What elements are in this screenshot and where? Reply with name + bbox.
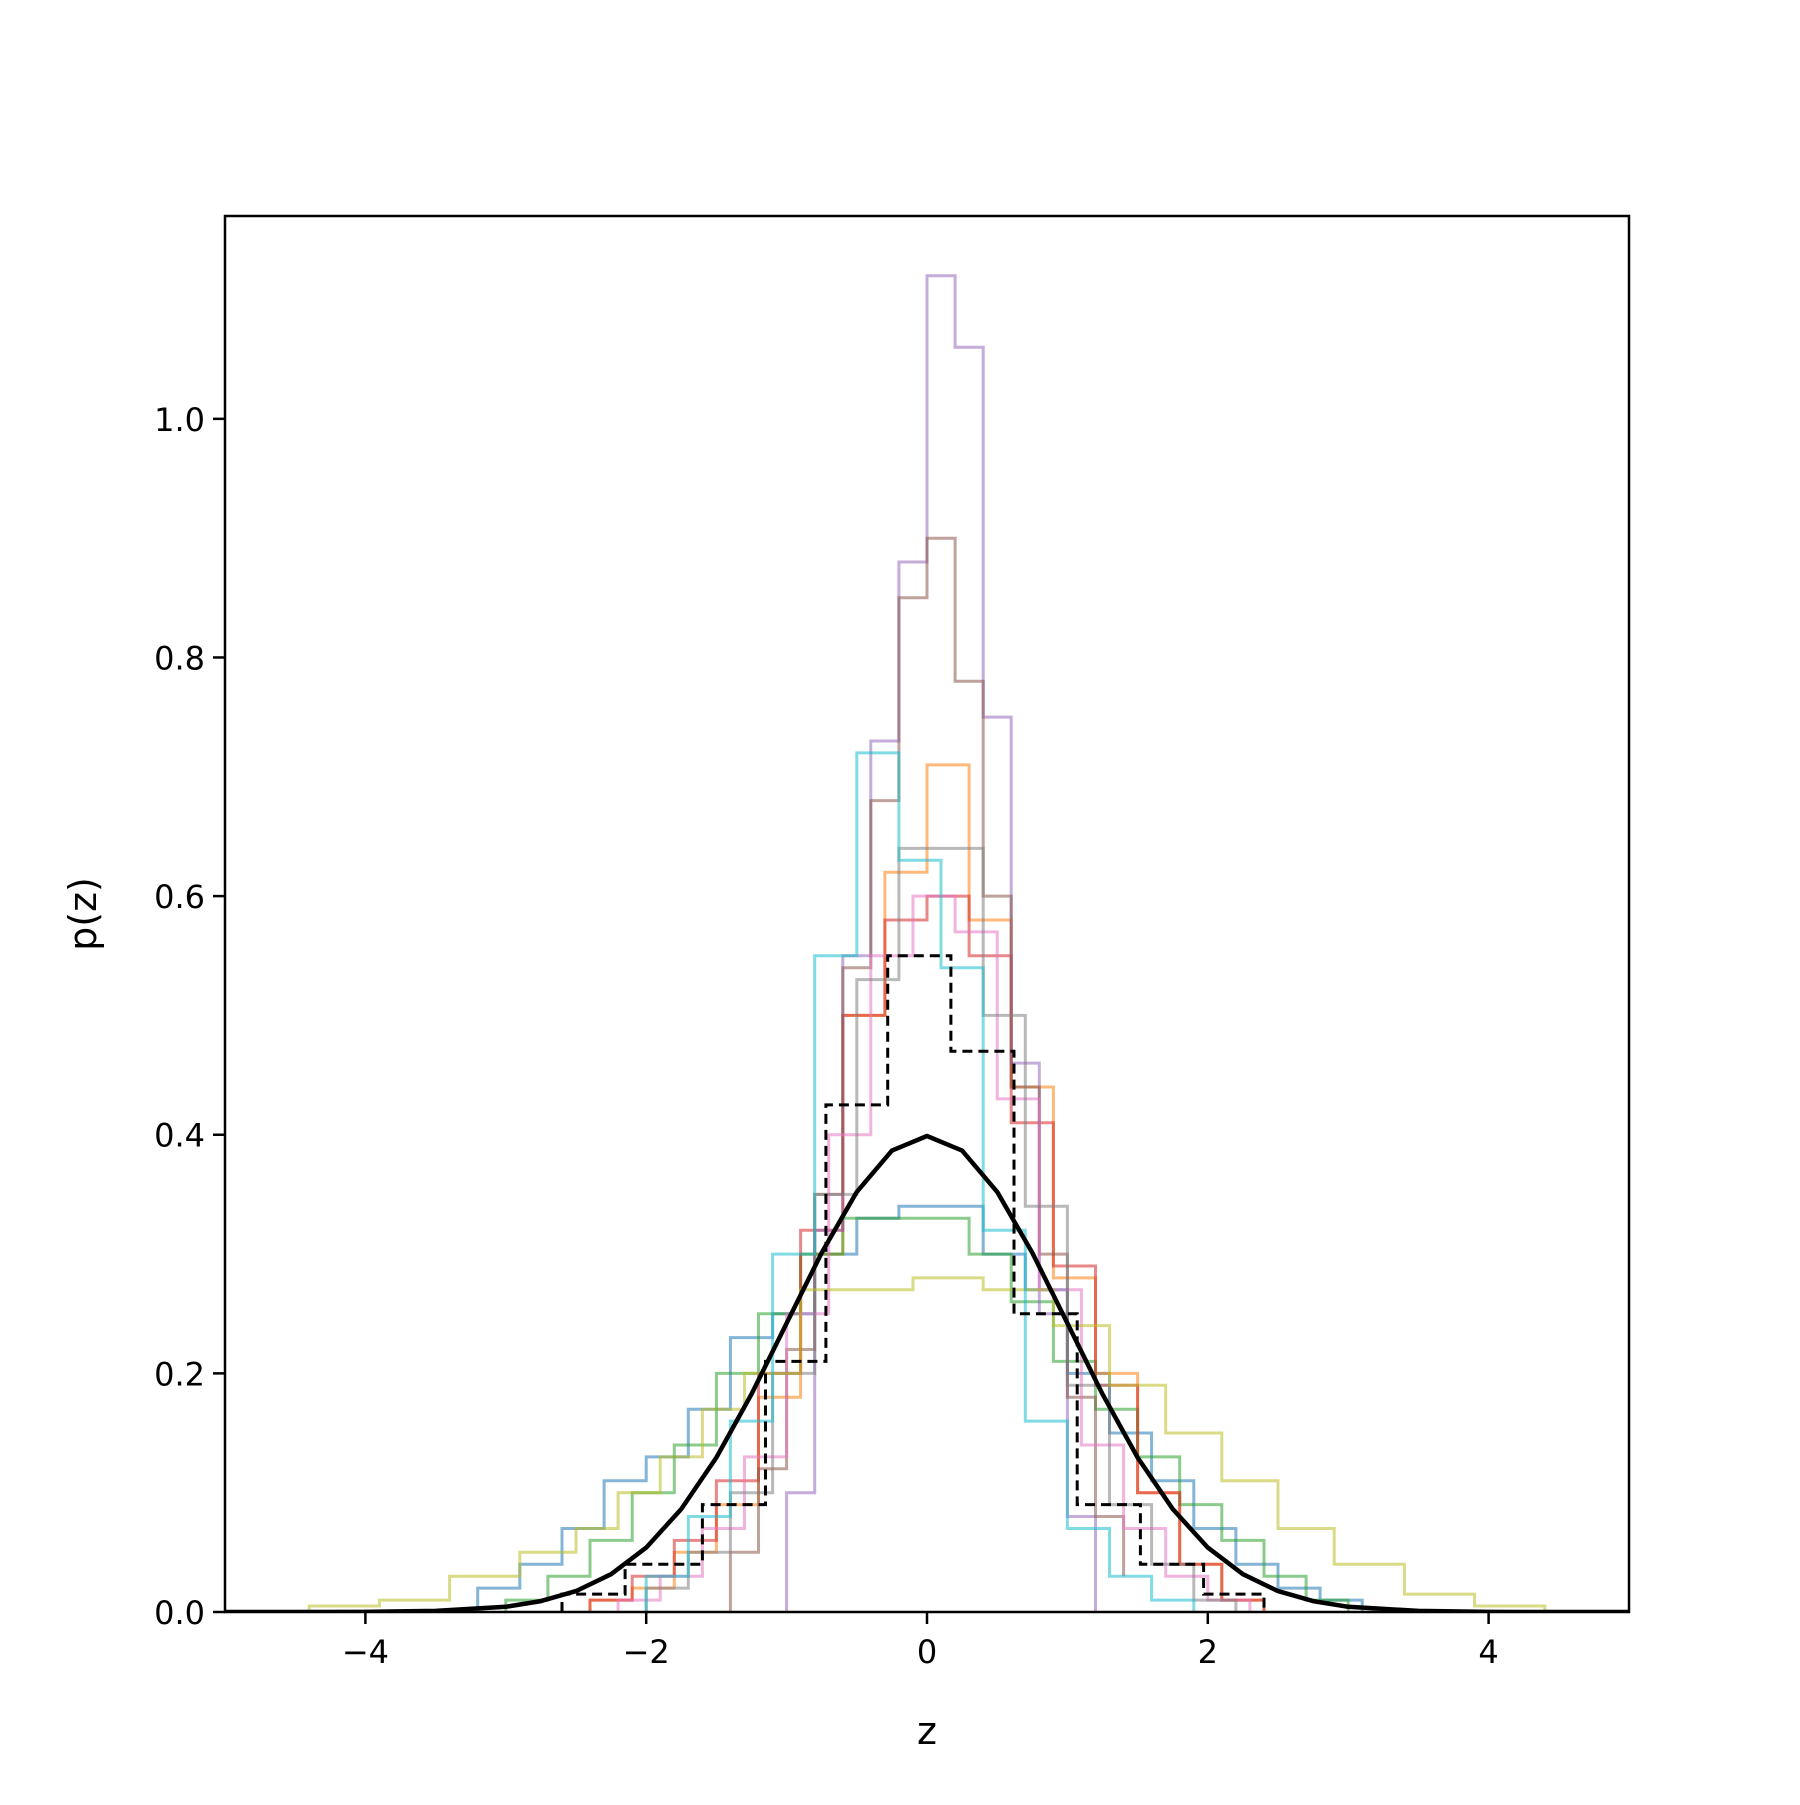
y-tick-label: 1.0	[154, 401, 205, 439]
x-tick-label: 2	[1198, 1633, 1218, 1671]
aggregate-histogram-dashed	[560, 954, 1266, 1612]
x-tick-label: −4	[342, 1633, 389, 1671]
y-tick-label: 0.0	[154, 1594, 205, 1632]
y-tick-label: 0.8	[154, 639, 205, 677]
series-layer	[307, 274, 1547, 1612]
y-tick-label: 0.2	[154, 1355, 205, 1393]
histogram-series-1	[476, 1204, 1364, 1612]
histogram-series-3	[504, 1216, 1350, 1612]
histogram-series-10	[644, 751, 1196, 1612]
x-tick-label: 0	[917, 1633, 937, 1671]
histogram-series-4	[588, 894, 1266, 1612]
x-axis-label: z	[917, 1709, 937, 1753]
y-tick-label: 0.4	[154, 1117, 205, 1155]
y-axis-label: p(z)	[61, 877, 105, 951]
x-axis-ticks: −4 −2 0 2 4	[342, 1612, 1499, 1671]
x-tick-label: 4	[1478, 1633, 1498, 1671]
x-tick-label: −2	[623, 1633, 670, 1671]
curve-layer	[225, 1133, 1629, 1612]
y-axis-ticks: 0.0 0.2 0.4 0.6 0.8 1.0	[154, 401, 225, 1632]
reference-normal-curve	[225, 1133, 1629, 1612]
histogram-series-7	[616, 894, 1252, 1612]
histogram-series-9	[307, 1276, 1547, 1612]
aggregate-layer	[560, 954, 1266, 1612]
y-tick-label: 0.6	[154, 878, 205, 916]
